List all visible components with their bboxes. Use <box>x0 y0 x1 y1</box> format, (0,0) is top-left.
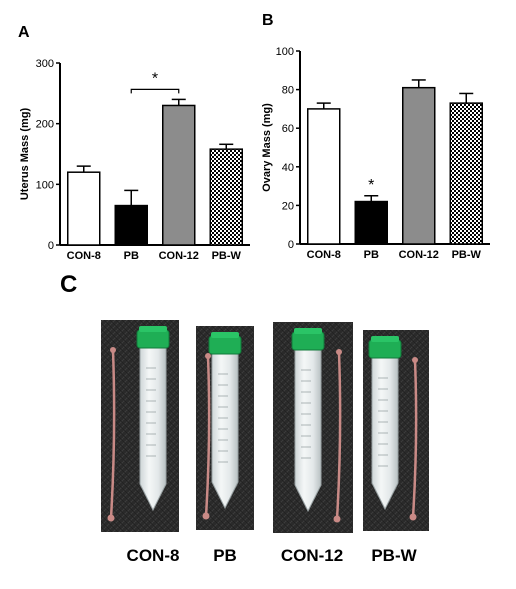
y-tick-label: 20 <box>282 200 294 212</box>
bar <box>402 86 436 245</box>
centrifuge-tube <box>371 355 399 511</box>
photo-panel: CON-8 PB CON-12 PB-W <box>101 320 429 565</box>
y-tick-label: 40 <box>282 162 294 174</box>
category-label: PB <box>364 249 379 261</box>
bar <box>67 171 101 246</box>
centrifuge-tube <box>139 345 167 512</box>
tube-cap <box>291 331 325 351</box>
y-axis-label: Ovary Mass (mg) <box>261 103 273 192</box>
tissue-photo <box>196 326 254 530</box>
bar <box>449 102 483 245</box>
bar <box>162 104 196 246</box>
tube-cap-top <box>139 326 167 332</box>
bar <box>354 200 388 245</box>
photo-label: CON-8 <box>127 546 180 565</box>
tissue-photo <box>363 330 429 531</box>
ovary-tissue <box>412 357 418 363</box>
uterus-tissue <box>335 351 342 520</box>
ovary-tissue <box>333 515 341 523</box>
photo-label: PB <box>213 546 237 565</box>
tube-cap-top <box>371 336 399 342</box>
panel-letter-a: A <box>18 24 30 41</box>
bar <box>209 148 243 246</box>
y-tick-label: 0 <box>48 240 54 252</box>
category-label: PB-W <box>452 249 482 261</box>
significance-star: * <box>368 177 374 194</box>
y-tick-label: 200 <box>36 119 54 131</box>
category-label: PB <box>124 250 139 262</box>
bar <box>114 204 148 246</box>
tube-cap <box>208 335 242 355</box>
panel-letter-b: B <box>262 12 274 29</box>
y-tick-label: 100 <box>36 179 54 191</box>
category-label: CON-12 <box>399 249 439 261</box>
uterus-tissue <box>411 359 418 518</box>
photo-label: PB-W <box>371 546 417 565</box>
bar <box>307 108 341 245</box>
ovary-tissue <box>107 514 115 522</box>
photo-label: CON-12 <box>281 546 343 565</box>
tissue-photo <box>101 320 179 532</box>
centrifuge-tube <box>294 347 322 513</box>
centrifuge-tube <box>211 351 239 510</box>
ovary-mass-chart: 0 20 40 60 80 100 Ovary Mass (mg) CON-8 PB CON-12… <box>261 46 490 261</box>
tissue-photo <box>273 322 353 533</box>
category-label: CON-8 <box>307 249 341 261</box>
category-label: PB-W <box>212 250 242 262</box>
ovary-tissue <box>205 353 211 359</box>
category-label: CON-8 <box>67 250 101 262</box>
ovary-tissue <box>336 349 342 355</box>
ovary-tissue <box>110 347 116 353</box>
ovary-tissue <box>202 512 210 520</box>
y-axis-label: Uterus Mass (mg) <box>19 108 31 201</box>
uterus-mass-chart: 0 100 200 300 Uterus Mass (mg) CON-8 PB CON-12 P… <box>19 58 250 262</box>
category-label: CON-12 <box>159 250 199 262</box>
y-tick-label: 300 <box>36 58 54 70</box>
significance-bracket <box>130 88 180 94</box>
y-tick-label: 60 <box>282 123 294 135</box>
tube-cap-top <box>294 328 322 334</box>
uterus-tissue <box>109 349 116 519</box>
y-tick-label: 100 <box>276 46 294 58</box>
y-tick-label: 80 <box>282 85 294 97</box>
tube-cap <box>368 339 402 359</box>
panel-letter-c: C <box>60 271 77 298</box>
y-tick-label: 0 <box>288 239 294 251</box>
uterus-tissue <box>204 355 211 517</box>
tube-cap-top <box>211 332 239 338</box>
tube-cap <box>136 329 170 349</box>
significance-star: * <box>152 70 158 87</box>
ovary-tissue <box>409 513 417 521</box>
